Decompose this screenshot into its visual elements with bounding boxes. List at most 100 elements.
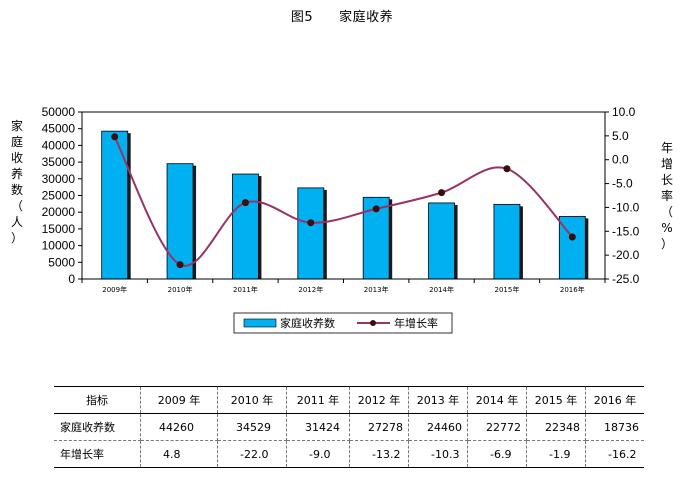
growth-point (176, 261, 184, 269)
right-axis-title-char: 年 (661, 141, 673, 155)
bar (297, 187, 325, 280)
axes: 0 5000 10000 15000 20000 25000 30000 35000 40000… (42, 105, 640, 294)
right-axis-title-char: % (661, 221, 672, 235)
table-year-header: 2012 年 (349, 386, 409, 414)
left-axis-title-char: 人 (11, 215, 23, 229)
bar (493, 203, 521, 280)
right-axis-title-char: 率 (661, 188, 673, 203)
table-cell: -6.9 (467, 440, 527, 468)
x-tick-label: 2016年 (560, 285, 585, 294)
x-tick-label: 2009年 (102, 285, 127, 294)
table-year-header: 2011 年 (286, 386, 350, 414)
table-cell: -16.2 (585, 440, 644, 468)
x-tick-label: 2014年 (429, 285, 454, 294)
left-tick-label: 35000 (42, 155, 76, 169)
table-year-header: 2014 年 (467, 386, 527, 414)
legend-line-label: 年增长率 (394, 316, 438, 330)
bars (101, 130, 589, 280)
right-tick-label: -20.0 (612, 248, 640, 262)
growth-point (307, 219, 315, 227)
growth-point (568, 233, 576, 241)
table-cell: 31424 (286, 413, 350, 441)
legend-bar-swatch (243, 318, 277, 328)
left-tick-label: 10000 (42, 239, 76, 253)
table-cell: 4.8 (140, 440, 218, 468)
table-row-label: 家庭收养数 (54, 413, 141, 441)
left-tick-label: 20000 (42, 205, 76, 219)
table-cell: -22.0 (217, 440, 287, 468)
left-tick-label: 30000 (42, 172, 76, 186)
right-axis-title-char: （ (661, 205, 673, 219)
table-cell: -9.0 (286, 440, 350, 468)
table-cell: 34529 (217, 413, 287, 441)
bar (428, 202, 455, 280)
growth-line (111, 133, 576, 269)
table-row: 家庭收养数 44260 34529 31424 27278 24460 22772 22348… (54, 413, 644, 441)
table-year-header: 2013 年 (408, 386, 468, 414)
figure-title: 家庭收养 (339, 10, 394, 25)
growth-point (372, 205, 380, 213)
table-year-header: 2016 年 (585, 386, 644, 414)
table-row-label: 年增长率 (54, 440, 141, 468)
legend-box (233, 312, 453, 334)
table-cell: 27278 (349, 413, 409, 441)
table-row: 年增长率 4.8 -22.0 -9.0 -13.2 -10.3 -6.9 -1.9 -16.2 (54, 440, 644, 468)
right-tick-label: -5.0 (612, 177, 633, 191)
left-tick-label: 45000 (42, 122, 76, 136)
x-tick-label: 2010年 (168, 285, 193, 294)
x-tick-label: 2015年 (495, 285, 520, 294)
bar (232, 173, 259, 280)
left-axis-title-char: 数 (11, 182, 23, 197)
right-tick-label: -10.0 (612, 200, 640, 214)
right-axis-title-char: 长 (661, 173, 673, 187)
right-axis-title-char: 增 (661, 157, 673, 171)
bar (166, 163, 194, 280)
chart-title: 图5 家庭收养 (0, 6, 684, 25)
table-cell: 22348 (526, 413, 586, 441)
axis-titles: 家庭收养数 （ 人 ） 年增长率 （% ） (11, 118, 673, 251)
right-axis-title-char: ） (661, 237, 673, 251)
right-tick-label: -25.0 (612, 272, 640, 286)
figure-number: 图5 (290, 10, 314, 25)
left-tick-label: 5000 (48, 255, 75, 269)
right-tick-label: 0.0 (612, 153, 629, 167)
left-axis-title-char: 家 (11, 118, 23, 133)
growth-point (111, 133, 119, 141)
left-axis-title-char: 收 (11, 151, 23, 165)
left-axis-title-char: 庭 (11, 134, 23, 149)
table-cell: -1.9 (526, 440, 586, 468)
right-tick-label: 10.0 (612, 105, 636, 119)
legend: 家庭收养数 年增长率 (233, 312, 453, 334)
left-axis-title-char: ） (11, 231, 23, 245)
left-tick-label: 15000 (42, 222, 76, 236)
left-tick-label: 25000 (42, 189, 76, 203)
table-cell: 24460 (408, 413, 468, 441)
data-table: 指标 2009 年 2010 年 2011 年 2012 年 2013 年 2014 年 20… (54, 386, 644, 468)
x-tick-label: 2012年 (298, 285, 323, 294)
legend-bar-label: 家庭收养数 (280, 316, 335, 330)
left-tick-label: 0 (68, 272, 75, 286)
right-tick-label: 5.0 (612, 129, 629, 143)
table-year-header: 2010 年 (217, 386, 287, 414)
left-axis-title-char: （ (11, 199, 23, 213)
left-axis-title-char: 养 (11, 166, 23, 181)
table-cell: 22772 (467, 413, 527, 441)
table-cell: 44260 (140, 413, 218, 441)
table-cell: -10.3 (408, 440, 468, 468)
growth-point (438, 189, 446, 197)
table-cell: 18736 (585, 413, 644, 441)
table-corner-cell: 指标 (54, 386, 141, 414)
left-tick-label: 50000 (42, 105, 76, 119)
right-tick-label: -15.0 (612, 224, 640, 238)
chart-svg: 0 5000 10000 15000 20000 25000 30000 35000 40000… (11, 105, 673, 334)
left-tick-label: 40000 (42, 138, 76, 152)
growth-point (241, 199, 249, 207)
table-year-header: 2009 年 (140, 386, 218, 414)
table-year-header: 2015 年 (526, 386, 586, 414)
table-header-row: 指标 2009 年 2010 年 2011 年 2012 年 2013 年 2014 年 20… (54, 386, 644, 414)
legend-line-marker (370, 320, 376, 326)
bar (101, 130, 129, 280)
table-cell: -13.2 (349, 440, 409, 468)
growth-point (503, 165, 511, 173)
x-tick-label: 2011年 (233, 285, 258, 294)
